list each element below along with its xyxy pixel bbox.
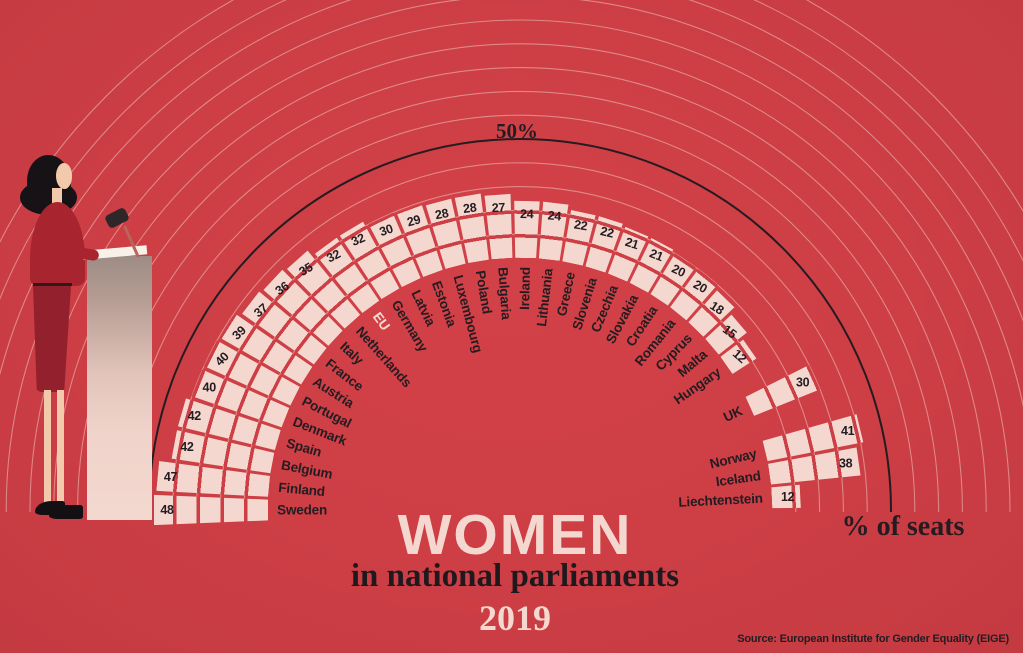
woman-neck bbox=[52, 188, 62, 206]
label-iceland: Iceland bbox=[714, 468, 762, 490]
source-credit: Source: European Institute for Gender Eq… bbox=[737, 633, 1009, 645]
value-iceland: 38 bbox=[839, 456, 853, 471]
woman-skirt bbox=[33, 286, 71, 392]
value-finland: 47 bbox=[164, 470, 178, 485]
value-ireland: 24 bbox=[519, 206, 534, 222]
page-title: WOMEN bbox=[397, 503, 633, 567]
woman-leg bbox=[44, 390, 51, 504]
label-poland: Poland bbox=[472, 269, 495, 315]
page-year: 2019 bbox=[479, 598, 551, 638]
value-bulgaria: 27 bbox=[491, 200, 506, 215]
unit-axis-label: % of seats bbox=[841, 511, 965, 542]
grid-ring-110 bbox=[5, 0, 1023, 512]
label-bulgaria: Bulgaria bbox=[495, 267, 514, 321]
value-sweden: 48 bbox=[160, 503, 174, 517]
value-spain: 42 bbox=[187, 408, 202, 423]
value-denmark: 40 bbox=[202, 380, 216, 395]
value-uk: 30 bbox=[796, 375, 810, 390]
bar-uk bbox=[743, 363, 821, 421]
value-belgium: 42 bbox=[180, 439, 194, 454]
woman-leg bbox=[57, 390, 64, 507]
label-finland: Finland bbox=[277, 479, 326, 500]
value-lithuania: 24 bbox=[547, 208, 562, 224]
label-belgium: Belgium bbox=[279, 457, 334, 482]
woman-face bbox=[56, 163, 72, 189]
grid-ring-100 bbox=[29, 19, 1011, 512]
woman-shoe bbox=[49, 505, 83, 519]
page-subtitle: in national parliaments bbox=[350, 558, 680, 594]
woman-belt bbox=[33, 283, 72, 286]
label-uk: UK bbox=[721, 403, 745, 425]
label-eu: EU bbox=[370, 309, 394, 334]
value-poland: 28 bbox=[462, 200, 478, 217]
label-spain: Spain bbox=[284, 435, 323, 460]
label-ireland: Ireland bbox=[517, 266, 533, 311]
podium bbox=[87, 256, 152, 520]
label-norway: Norway bbox=[708, 445, 759, 472]
value-liechtenstein: 12 bbox=[780, 489, 794, 504]
fifty-percent-ring-label: 50% bbox=[496, 119, 538, 143]
value-greece: 22 bbox=[573, 217, 589, 233]
label-lithuania: Lithuania bbox=[533, 267, 556, 328]
value-norway: 41 bbox=[840, 424, 854, 439]
